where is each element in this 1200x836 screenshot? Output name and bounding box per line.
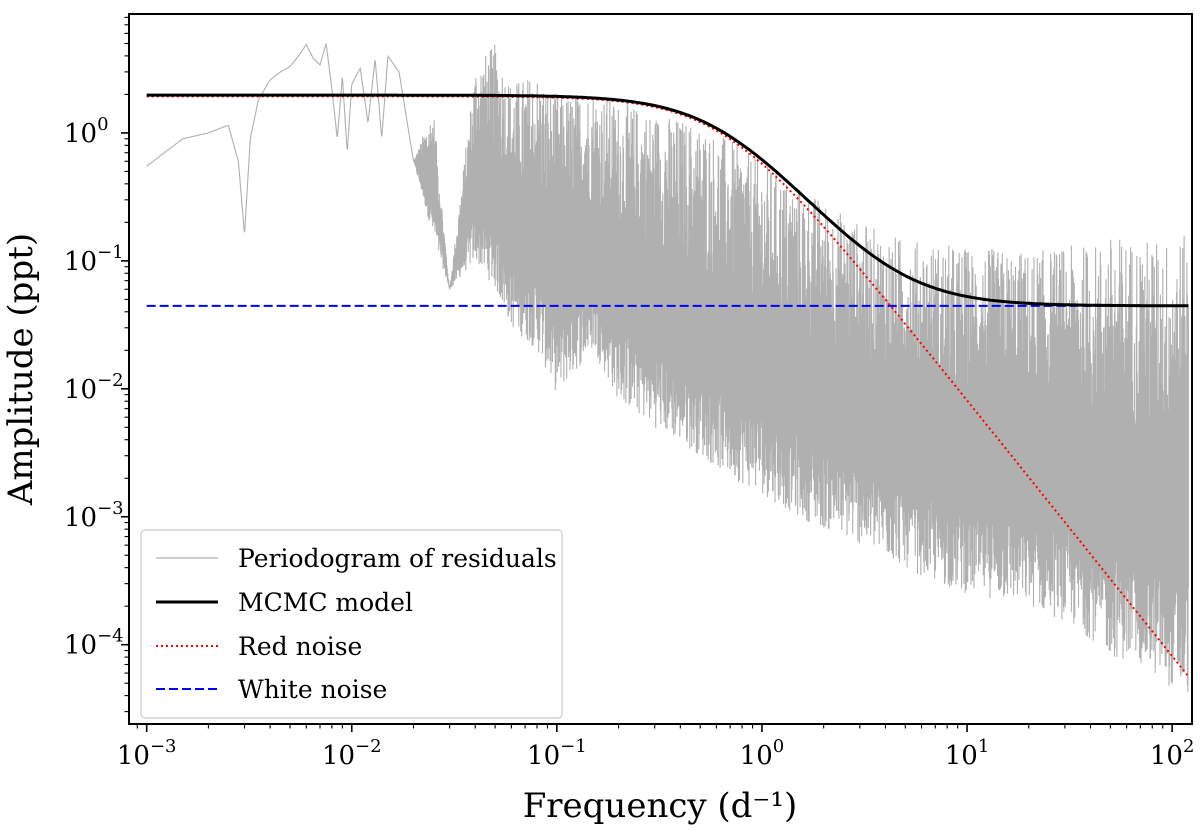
legend-label-mcmc: MCMC model (238, 588, 413, 617)
x-tick-label: 10−1 (527, 736, 587, 771)
model-lines (146, 93, 1190, 677)
y-axis-label: Amplitude (ppt) (1, 233, 41, 506)
x-tick-label: 101 (945, 736, 990, 771)
red-noise-line (146, 95, 1190, 677)
legend-label-white-noise: White noise (238, 675, 387, 704)
legend-label-periodogram: Periodogram of residuals (238, 544, 557, 573)
x-tick-label: 10−3 (117, 736, 177, 771)
y-tick-label: 10−1 (64, 242, 124, 277)
y-tick-label: 10−2 (64, 370, 124, 405)
x-tick-label: 102 (1150, 736, 1195, 771)
legend-label-red-noise: Red noise (238, 632, 362, 661)
mcmc-model-line (146, 93, 1189, 308)
x-axis-ticks: 10−3 10−2 10−1 100 101 102 (117, 724, 1195, 771)
legend: Periodogram of residuals MCMC model Red … (140, 529, 563, 719)
y-axis-ticks: 10−4 10−3 10−2 10−1 100 (64, 16, 129, 713)
y-tick-label: 10−3 (64, 498, 124, 533)
x-tick-label: 100 (740, 736, 785, 771)
legend-box (140, 529, 563, 719)
x-axis-label: Frequency (d⁻¹) (523, 786, 798, 826)
y-tick-label: 100 (64, 114, 109, 149)
x-tick-label: 10−2 (322, 736, 382, 771)
x-axis-label-text: Frequency (d⁻¹) (523, 786, 798, 826)
plot-frame (128, 13, 1193, 725)
y-tick-label: 10−4 (64, 626, 124, 661)
